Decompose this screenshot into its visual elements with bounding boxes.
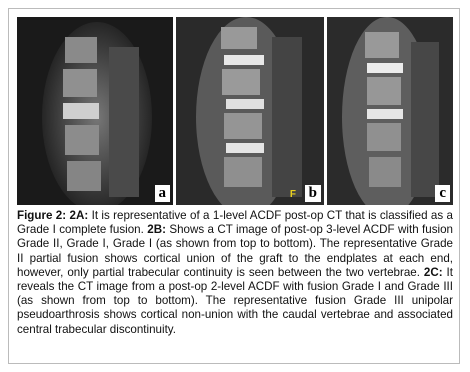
panel-label: b bbox=[304, 185, 321, 202]
caption-label: 2B: bbox=[147, 223, 166, 237]
marker: F bbox=[289, 189, 296, 200]
ct-scan bbox=[17, 17, 173, 205]
caption-label: Figure 2: bbox=[17, 209, 67, 222]
ct-image-c: c bbox=[327, 17, 453, 205]
caption-text: It is representative of a 1-level ACDF p… bbox=[17, 209, 453, 237]
caption-label: 2A: bbox=[69, 209, 89, 222]
ct-image-b: F b bbox=[176, 17, 324, 205]
caption: Figure 2: 2A: It is representative of a … bbox=[17, 209, 453, 337]
caption-text: It reveals the CT image from a post-op 2… bbox=[17, 265, 453, 336]
caption-text: Shows a CT image of post-op 3-level ACDF… bbox=[17, 223, 453, 279]
caption-label: 2C: bbox=[423, 265, 443, 279]
panel-label: a bbox=[154, 185, 170, 202]
figure: a F b c Figure 2: 2A: It is representati… bbox=[8, 8, 460, 364]
ct-scan bbox=[327, 17, 453, 205]
ct-scan bbox=[176, 17, 324, 205]
ct-image-a: a bbox=[17, 17, 173, 205]
panel-label: c bbox=[435, 185, 450, 202]
